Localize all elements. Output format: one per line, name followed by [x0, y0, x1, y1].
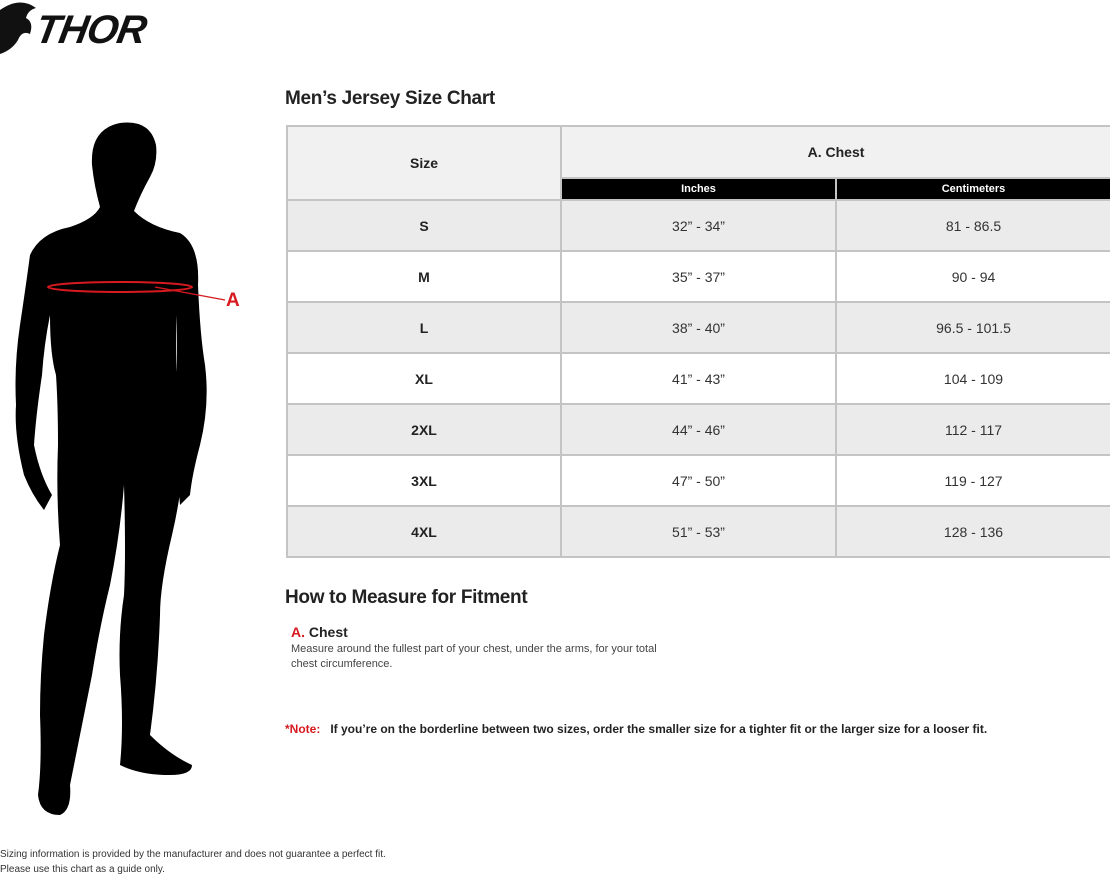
size-cell: 3XL	[286, 454, 562, 507]
inches-cell: 51” - 53”	[560, 505, 837, 558]
note-label: *Note:	[285, 722, 321, 736]
thor-logo: THOR	[0, 0, 175, 56]
table-row: 2XL 44” - 46” 112 - 117	[286, 403, 1110, 456]
table-row: 4XL 51” - 53” 128 - 136	[286, 505, 1110, 558]
inches-cell: 47” - 50”	[560, 454, 837, 507]
size-chart-table: Size A. Chest Inches Centimeters S 32” - …	[286, 124, 1110, 558]
inches-cell: 35” - 37”	[560, 250, 837, 303]
table-row: XL 41” - 43” 104 - 109	[286, 352, 1110, 405]
size-cell: 2XL	[286, 403, 562, 456]
centimeters-cell: 104 - 109	[834, 352, 1110, 405]
centimeters-cell: 90 - 94	[834, 250, 1110, 303]
disclaimer: Sizing information is provided by the ma…	[0, 847, 386, 877]
disclaimer-line-2: Please use this chart as a guide only.	[0, 864, 165, 875]
table-row: 3XL 47” - 50” 119 - 127	[286, 454, 1110, 507]
inches-cell: 32” - 34”	[560, 199, 837, 252]
centimeters-header: Centimeters	[834, 177, 1110, 201]
inches-header: Inches	[560, 177, 837, 201]
size-cell: 4XL	[286, 505, 562, 558]
table-row: L 38” - 40” 96.5 - 101.5	[286, 301, 1110, 354]
inches-cell: 41” - 43”	[560, 352, 837, 405]
sizing-note: *Note: If you’re on the borderline betwee…	[285, 722, 987, 736]
measure-item-name: Chest	[308, 624, 348, 640]
chest-measure-line	[47, 281, 193, 293]
size-cell: M	[286, 250, 562, 303]
chest-header: A. Chest	[559, 124, 1110, 180]
size-cell: S	[286, 199, 562, 252]
measure-item-title: A. Chest	[291, 624, 348, 640]
size-header: Size	[286, 125, 562, 201]
size-cell: XL	[286, 352, 562, 405]
inches-cell: 44” - 46”	[560, 403, 837, 456]
body-silhouette: A	[15, 122, 240, 815]
centimeters-cell: 119 - 127	[834, 454, 1110, 507]
thor-helmet-icon	[0, 2, 36, 54]
centimeters-cell: 81 - 86.5	[834, 199, 1110, 252]
centimeters-cell: 128 - 136	[834, 505, 1110, 558]
measure-item-letter: A.	[291, 624, 305, 640]
chest-marker-label: A	[226, 290, 240, 311]
measure-item-description: Measure around the fullest part of your …	[291, 643, 657, 670]
brand-name: THOR	[32, 8, 150, 52]
disclaimer-line-1: Sizing information is provided by the ma…	[0, 849, 386, 860]
table-row: S 32” - 34” 81 - 86.5	[286, 199, 1110, 252]
size-chart-title: Men’s Jersey Size Chart	[285, 88, 495, 109]
note-text: If you’re on the borderline between two …	[330, 722, 988, 736]
inches-cell: 38” - 40”	[560, 301, 837, 354]
centimeters-cell: 112 - 117	[834, 403, 1110, 456]
table-row: M 35” - 37” 90 - 94	[286, 250, 1110, 303]
size-cell: L	[286, 301, 562, 354]
measure-title: How to Measure for Fitment	[285, 587, 528, 608]
centimeters-cell: 96.5 - 101.5	[834, 301, 1110, 354]
